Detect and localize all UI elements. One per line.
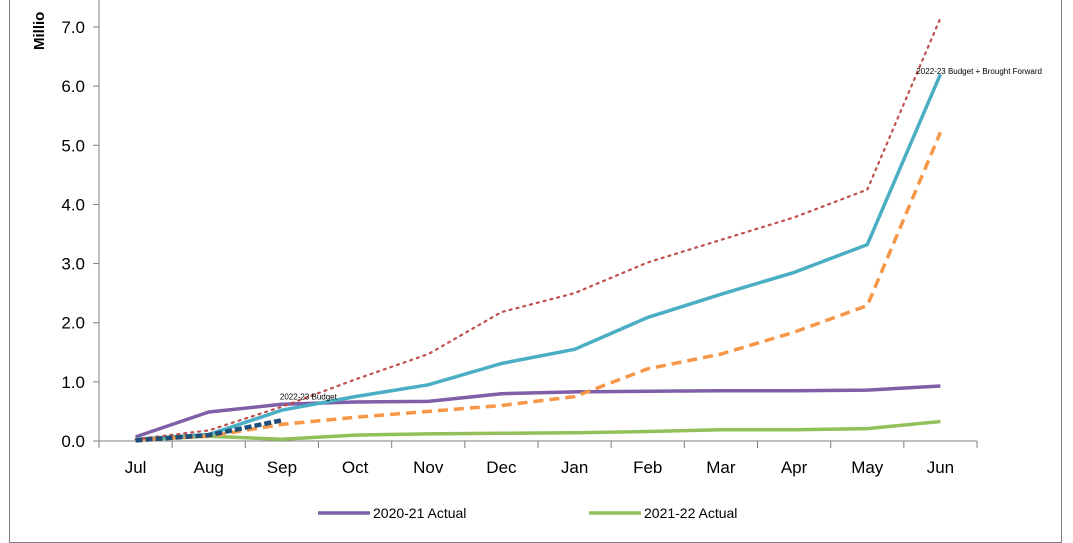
x-axis-ticks: Jul Aug Sep Oct Nov Dec Jan Feb Mar Apr May Jun [98,441,978,477]
legend-label: 2020-21 Actual [373,505,466,521]
y-axis-ticks: 0.0 1.0 2.0 3.0 4.0 5.0 6.0 7.0 [61,18,99,451]
series-line-dotted [134,17,942,441]
y-tick-label: 5.0 [61,136,85,155]
series-line-s2122 [135,419,941,442]
x-tick-label: Feb [633,458,662,477]
x-tick-label: Jul [125,458,147,477]
y-tick-label: 7.0 [61,18,85,37]
y-tick-label: 2.0 [61,314,85,333]
series-line-s2021 [135,384,941,439]
x-tick-label: Oct [342,458,369,477]
y-tick-label: 0.0 [61,432,85,451]
legend-label: 2021-22 Actual [644,505,737,521]
x-tick-label: Jun [927,458,954,477]
x-tick-label: Apr [781,458,808,477]
y-axis-label: Millio [31,12,48,50]
annotations: 2022-23 Budget + Brought Forward 2022-23 … [280,67,1042,401]
y-tick-label: 1.0 [61,373,85,392]
annotation-budget-bf: 2022-23 Budget + Brought Forward [916,67,1042,76]
series-line-ytd [135,418,283,443]
y-tick-label: 6.0 [61,77,85,96]
series-lines [134,17,943,443]
x-tick-label: Dec [486,458,517,477]
x-tick-label: Mar [706,458,736,477]
legend: 2020-21 Actual 2021-22 Actual [318,505,737,521]
series-line-budget [135,131,943,442]
annotation-budget: 2022-23 Budget [280,392,338,401]
x-tick-label: Nov [413,458,444,477]
axes [98,0,977,442]
x-tick-label: May [851,458,884,477]
y-tick-label: 4.0 [61,195,85,214]
x-tick-label: Jan [561,458,588,477]
x-tick-label: Sep [267,458,297,477]
series-line-budget_bf [135,73,943,441]
y-tick-label: 3.0 [61,255,85,274]
x-tick-label: Aug [194,458,224,477]
